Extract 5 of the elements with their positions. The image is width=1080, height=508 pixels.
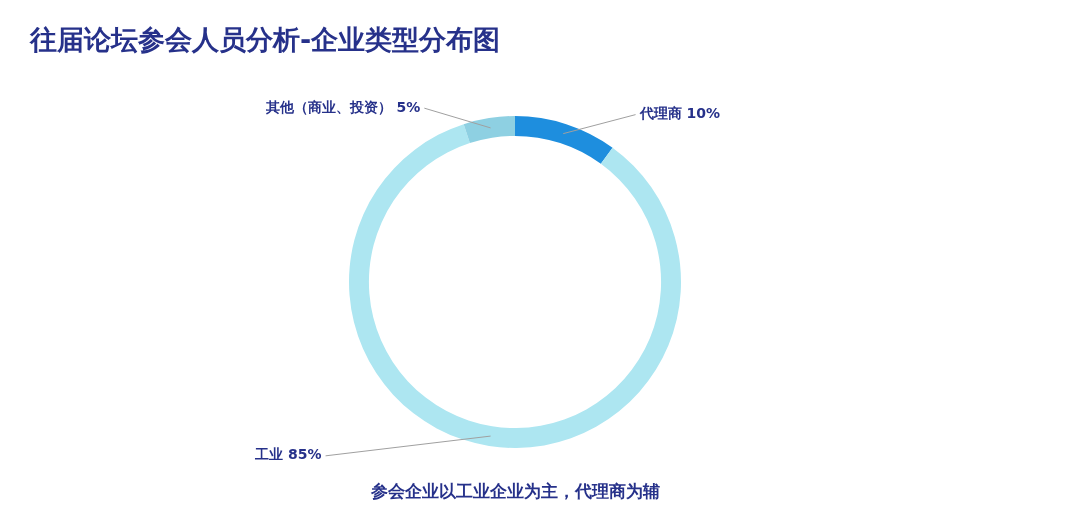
slice-label: 其他（商业、投资） 5% [264,98,421,115]
text: 参会企业以工业企业为主，代理商为辅 [369,480,661,503]
slice-label: 代理商 10% [638,105,720,122]
slice-label: 工业 85% [254,446,322,463]
chart-title: 往届论坛参会人员分析-企业类型分布图 [30,23,501,57]
